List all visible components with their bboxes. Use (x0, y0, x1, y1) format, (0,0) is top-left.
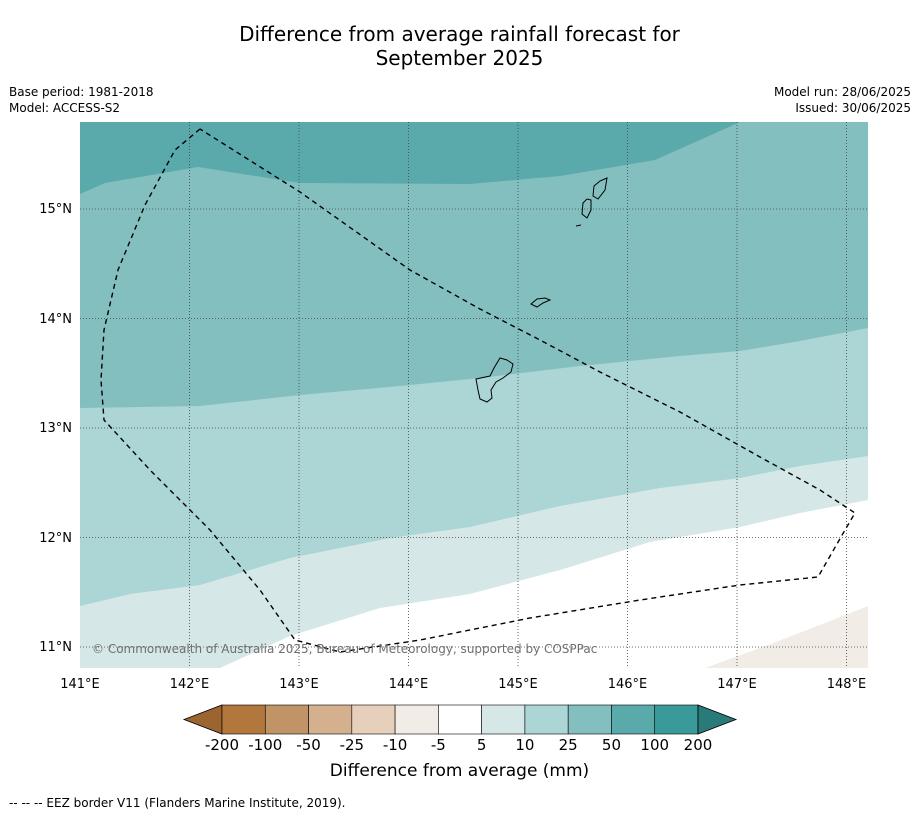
colorbar-segment (654, 704, 699, 735)
colorbar-tick-label: -10 (383, 736, 408, 754)
colorbar-tick-label: -50 (296, 736, 321, 754)
colorbar-tick-label: 25 (559, 736, 578, 754)
colorbar-segment (264, 704, 309, 735)
lon-tick-148: 148°E (827, 677, 867, 692)
aguijan-islet (575, 224, 582, 227)
tinian-island (581, 198, 592, 219)
lat-tick-14: 14°N (39, 312, 72, 327)
chart-title: Difference from average rainfall forecas… (0, 22, 919, 70)
rota-island (530, 297, 552, 308)
islands (475, 177, 608, 403)
colorbar-segment (567, 704, 612, 735)
colorbar-tick-label: 100 (640, 736, 669, 754)
guam-island (475, 357, 514, 403)
title-line-1: Difference from average rainfall forecas… (239, 22, 680, 46)
colorbar: -200 -100 -50 -25 -10 -5 5 10 25 50 100 200 (182, 704, 738, 754)
lon-tick-142: 142°E (170, 677, 210, 692)
colorbar-tick-label: 5 (477, 736, 487, 754)
colorbar-tick-label: 200 (684, 736, 713, 754)
eez-footer-note: -- -- -- EEZ border V11 (Flanders Marine… (9, 796, 346, 810)
colorbar-label: Difference from average (mm) (329, 761, 590, 781)
issued-text: Issued: 30/06/2025 (795, 101, 911, 115)
saipan-island (592, 177, 608, 200)
colorbar-tick-label: -100 (248, 736, 282, 754)
base-period-text: Base period: 1981-2018 (9, 85, 154, 99)
metadata-left: Base period: 1981-2018 Model: ACCESS-S2 (9, 84, 154, 116)
lon-tick-labels: 141°E 142°E 143°E 144°E 145°E 146°E 147°… (60, 677, 866, 692)
colorbar-extend-high (697, 704, 738, 735)
lat-tick-13: 13°N (39, 421, 72, 436)
title-line-2: September 2025 (375, 46, 544, 70)
lat-tick-labels: 15°N 14°N 13°N 12°N 11°N (39, 202, 72, 655)
band-neutral (220, 500, 868, 668)
model-run-text: Model run: 28/06/2025 (773, 85, 911, 99)
lon-tick-141: 141°E (60, 677, 100, 692)
colorbar-tick-label: -25 (340, 736, 365, 754)
band-minus5-minus10 (705, 606, 868, 668)
colorbar-tick-label: -200 (205, 736, 239, 754)
lon-tick-145: 145°E (498, 677, 538, 692)
model-text: Model: ACCESS-S2 (9, 101, 121, 115)
colorbar-segment (308, 704, 353, 735)
colorbar-tick-label: 10 (515, 736, 534, 754)
eez-border (100, 128, 856, 653)
colorbar-segment (438, 704, 482, 735)
colorbar-segment (611, 704, 656, 735)
colorbar-segment (481, 704, 526, 735)
lat-tick-12: 12°N (39, 531, 72, 546)
lat-tick-15: 15°N (39, 202, 72, 217)
colorbar-tick-label: 50 (602, 736, 621, 754)
metadata-right: Model run: 28/06/2025 Issued: 30/06/2025 (774, 84, 911, 116)
colorbar-tick-label: -5 (431, 736, 446, 754)
lon-tick-144: 144°E (389, 677, 429, 692)
colorbar-segment (351, 704, 396, 735)
colorbar-segment (524, 704, 569, 735)
lon-tick-143: 143°E (279, 677, 319, 692)
lon-tick-147: 147°E (717, 677, 757, 692)
gridlines (80, 122, 868, 668)
copyright-text: © Commonwealth of Australia 2025, Bureau… (92, 642, 597, 656)
lon-tick-146: 146°E (608, 677, 648, 692)
lat-tick-11: 11°N (39, 640, 72, 655)
rainfall-anomaly-field (80, 122, 868, 668)
colorbar-segment (221, 704, 266, 735)
colorbar-extend-low (182, 704, 223, 735)
colorbar-segment (394, 704, 439, 735)
